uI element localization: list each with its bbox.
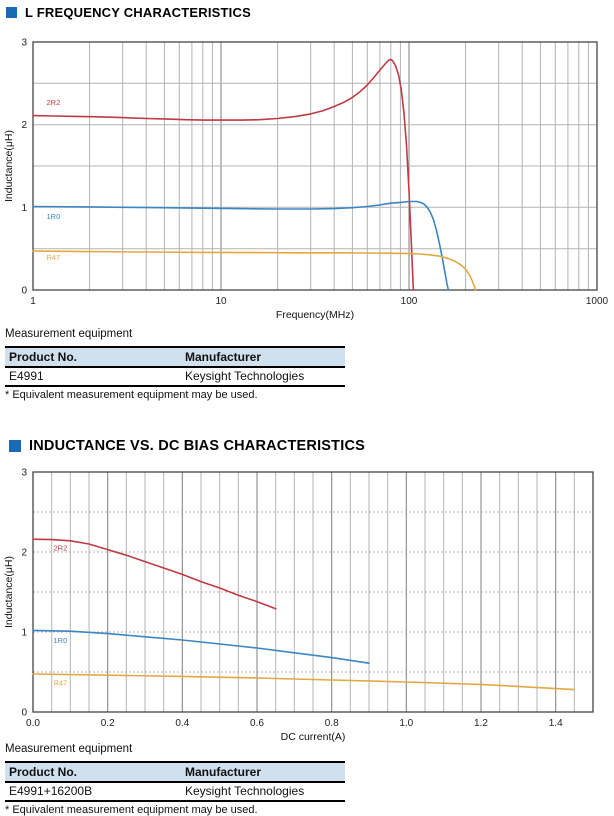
column-header-product-no: Product No. [5, 347, 181, 368]
section1-title: L FREQUENCY CHARACTERISTICS [6, 5, 251, 20]
series-label-2R2: 2R2 [54, 543, 68, 552]
series-R47 [32, 250, 477, 291]
cell-product-no: E4991+16200B [5, 782, 181, 802]
x-tick-label: 1.4 [549, 718, 563, 729]
cell-manufacturer: Keysight Technologies [181, 782, 345, 802]
series-label-1R0: 1R0 [47, 212, 61, 221]
table-header-row: Product No. Manufacturer [5, 347, 345, 368]
x-axis-label: DC current(A) [281, 731, 346, 743]
section1-title-text: L FREQUENCY CHARACTERISTICS [25, 5, 251, 20]
y-tick-label: 2 [21, 548, 27, 559]
series-1R0 [32, 200, 450, 291]
y-tick-label: 0 [21, 708, 27, 719]
series-label-2R2: 2R2 [47, 98, 61, 107]
blue-square-bullet-icon [6, 7, 17, 18]
equipment-table-2: Product No. Manufacturer E4991+16200B Ke… [5, 761, 345, 802]
table-header-row: Product No. Manufacturer [5, 762, 345, 783]
x-tick-label: 10 [215, 296, 227, 307]
plot-border [32, 471, 594, 713]
equipment-table-1: Product No. Manufacturer E4991 Keysight … [5, 346, 345, 387]
column-header-product-no: Product No. [5, 762, 181, 783]
series-label-1R0: 1R0 [54, 636, 68, 645]
x-tick-label: 0.6 [250, 718, 264, 729]
table-row: E4991+16200B Keysight Technologies [5, 782, 345, 802]
x-tick-label: 0.8 [325, 718, 339, 729]
x-tick-label: 1.0 [399, 718, 413, 729]
column-header-manufacturer: Manufacturer [181, 347, 345, 368]
series-1R0 [32, 629, 370, 664]
series-label-R47: R47 [47, 253, 61, 262]
equipment-block-2: Measurement equipment Product No. Manufa… [5, 743, 345, 816]
y-tick-label: 3 [21, 468, 27, 479]
x-tick-label: 1000 [586, 296, 609, 307]
y-tick-label: 0 [21, 286, 27, 297]
y-axis-label: Inductance(μH) [3, 556, 15, 628]
cell-manufacturer: Keysight Technologies [181, 367, 345, 387]
series-2R2 [32, 58, 415, 291]
series-R47 [32, 673, 576, 691]
equipment-footnote: * Equivalent measurement equipment may b… [5, 804, 258, 816]
equipment-footnote: * Equivalent measurement equipment may b… [5, 389, 258, 401]
x-tick-label: 0.0 [26, 718, 40, 729]
x-tick-label: 0.2 [101, 718, 115, 729]
plot-border [32, 41, 598, 291]
y-tick-label: 3 [21, 38, 27, 49]
equipment-caption: Measurement equipment [5, 328, 133, 340]
x-tick-label: 1.2 [474, 718, 488, 729]
cell-product-no: E4991 [5, 367, 181, 387]
inductance-vs-dc-bias-chart: 0.0 0.2 0.4 0.6 0.8 1.0 1.2 1.4 0 1 2 3 DC current(A… [3, 468, 594, 743]
y-axis-label: Inductance(μH) [3, 130, 15, 202]
x-tick-label: 1 [30, 296, 36, 307]
y-tick-label: 1 [21, 203, 27, 214]
l-frequency-chart: 1 10 100 10000123Frequency(MHz)Inductance(μ… [3, 38, 609, 322]
x-tick-label: 0.4 [175, 718, 189, 729]
x-axis-label: Frequency(MHz) [276, 309, 354, 321]
x-tick-label: 100 [401, 296, 418, 307]
series-label-R47: R47 [54, 679, 68, 688]
series-2R2 [32, 538, 277, 610]
section2-title: INDUCTANCE VS. DC BIAS CHARACTERISTICS [9, 438, 365, 454]
y-tick-label: 1 [21, 628, 27, 639]
table-row: E4991 Keysight Technologies [5, 367, 345, 387]
equipment-block-1: Measurement equipment Product No. Manufa… [5, 328, 345, 401]
blue-square-bullet-icon [9, 440, 21, 452]
y-tick-label: 2 [21, 120, 27, 131]
equipment-caption: Measurement equipment [5, 743, 133, 755]
column-header-manufacturer: Manufacturer [181, 762, 345, 783]
section2-title-text: INDUCTANCE VS. DC BIAS CHARACTERISTICS [29, 438, 366, 454]
